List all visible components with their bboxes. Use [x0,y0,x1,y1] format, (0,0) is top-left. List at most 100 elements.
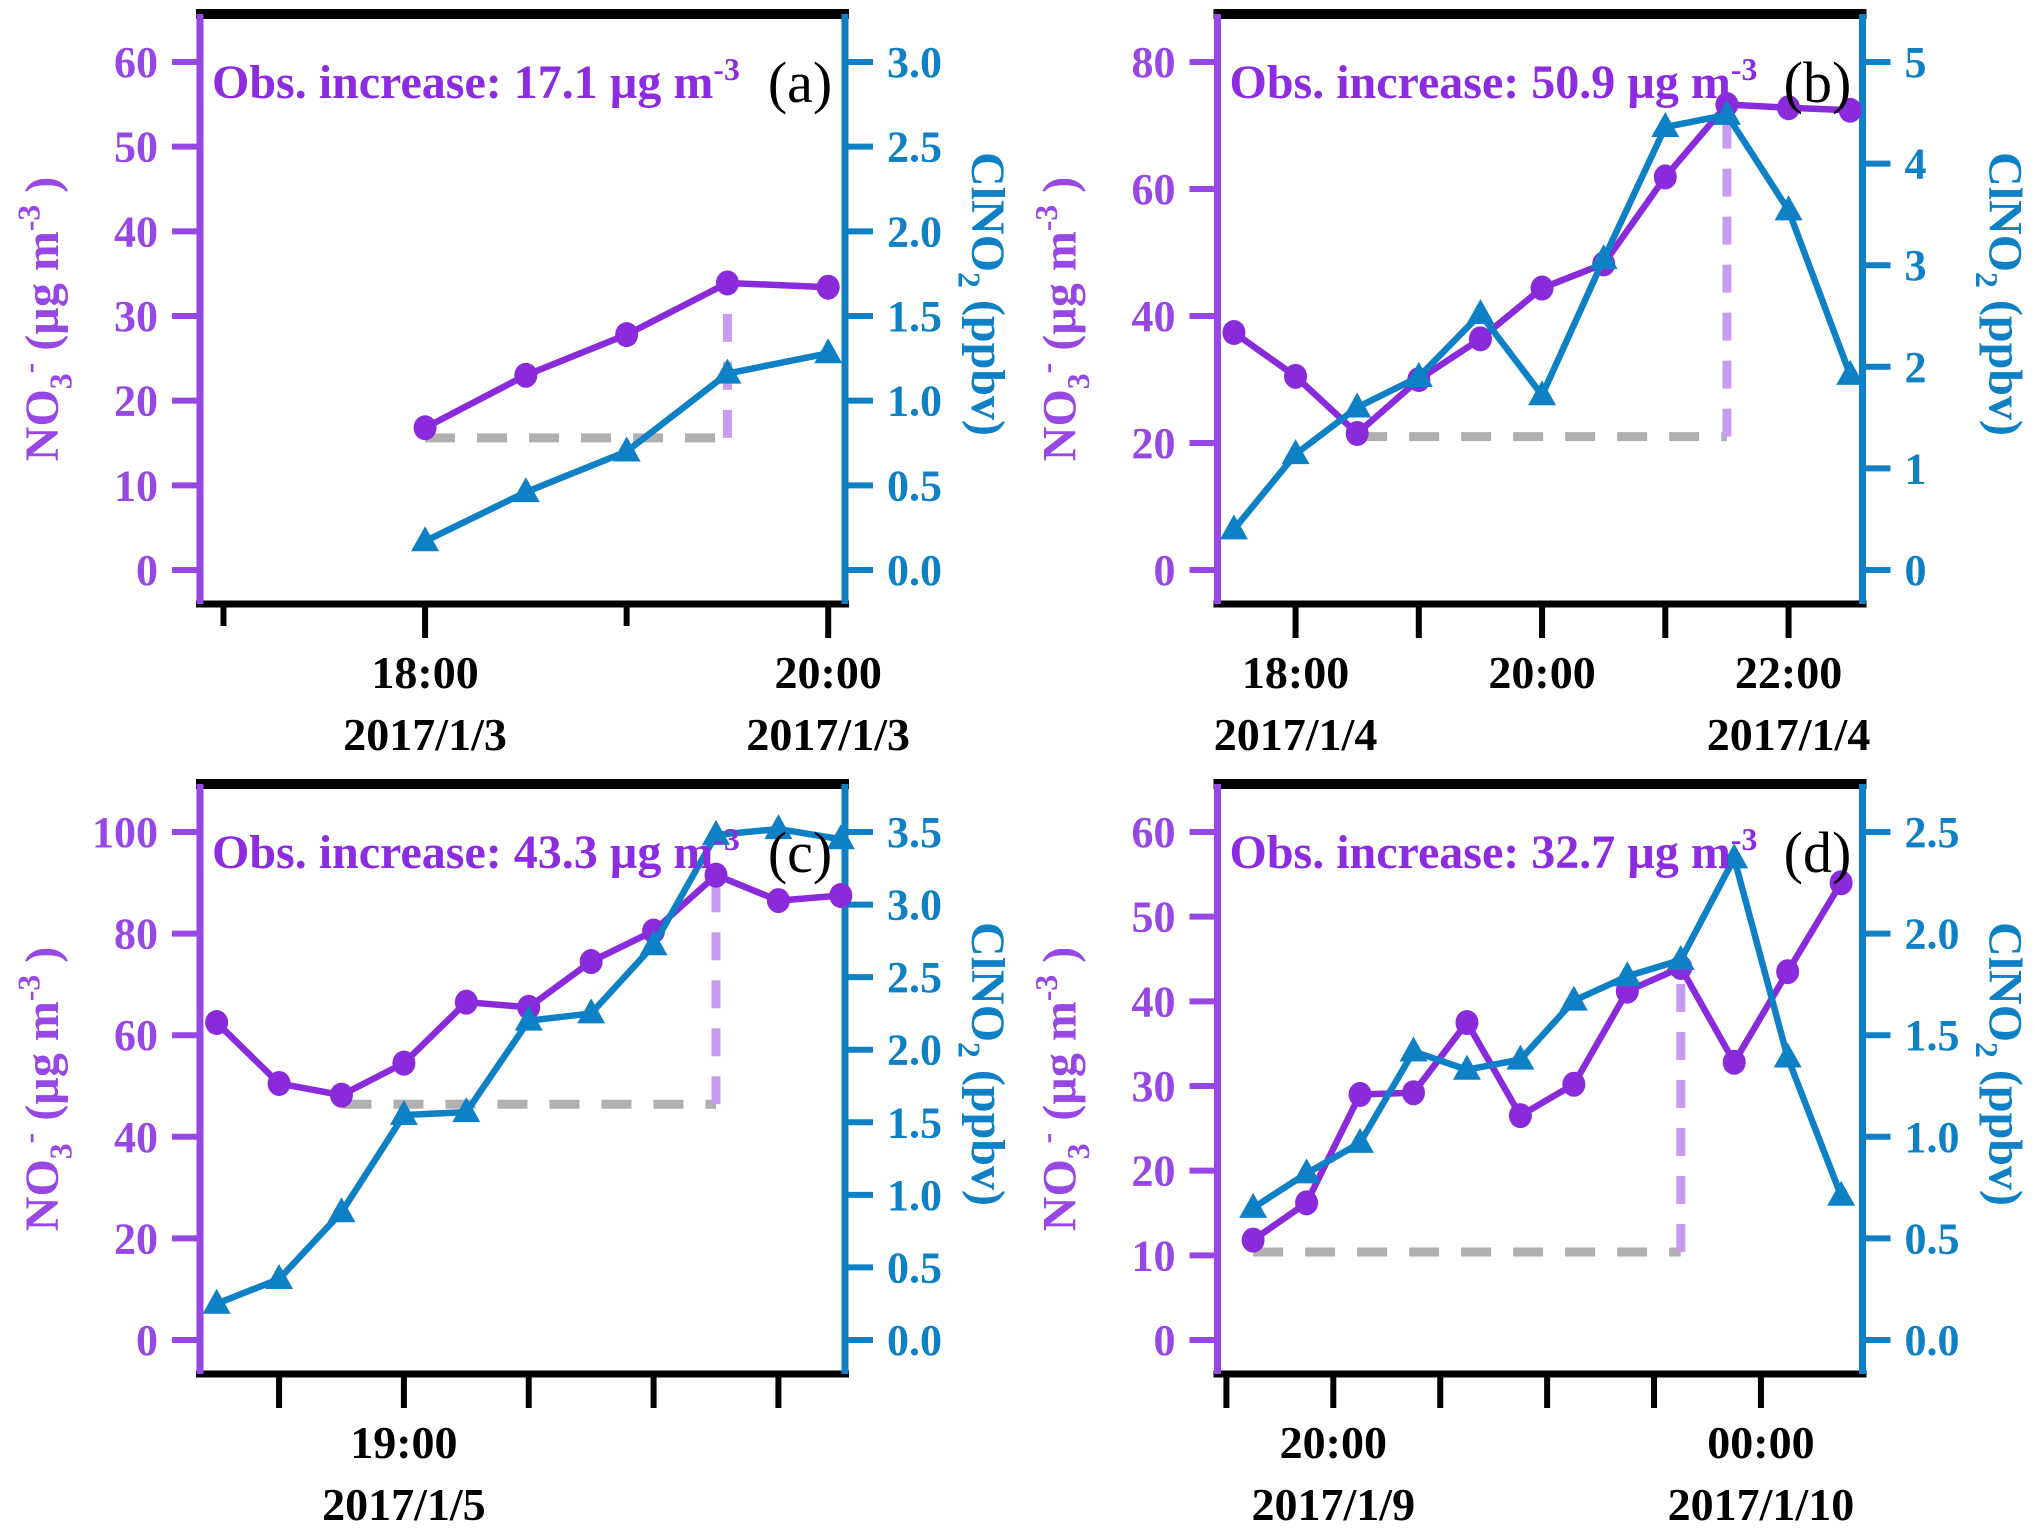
right-axis-tick-label: 2 [1905,343,1927,392]
x-axis-time-label: 00:00 [1707,1417,1814,1468]
no3-series [413,270,840,441]
text-part: Obs. increase: 50.9 µg m [1230,56,1731,109]
chart-panel-d: 0 10 20 30 40 50 60 0.0 0.5 1.0 1.5 2.0 2.5 20:00 2017… [1029,779,2032,1530]
no3-data-point [514,362,538,388]
text-part: -3 [1029,205,1064,231]
right-axis-tick-label: 0 [1905,546,1927,595]
x-axis-date-label: 2017/1/4 [1214,709,1378,760]
text-part: 2 [1969,1042,2004,1058]
left-axis-title: NO3- (µg m-3 ) [1029,947,1096,1231]
left-axis-tick-label: 80 [114,910,158,959]
x-axis-time-label: 18:00 [1242,647,1349,698]
clno2-data-point [327,1197,356,1223]
text-part: - [1029,363,1064,374]
chart-panel-c: 0 20 40 60 80 100 0.0 0.5 1.0 1.5 2.0 2.5 3.0 3.5 19:0… [12,779,1014,1530]
clno2-data-point [764,814,793,840]
clno2-series [411,338,843,552]
right-axis-tick-label: 0.0 [1905,1316,1960,1365]
no3-data-point [829,883,853,908]
text-part: - [12,363,47,374]
right-axis-tick-label: 1.0 [887,1171,942,1220]
left-axis-tick-label: 0 [1154,546,1176,595]
text-part: 3 [43,1143,78,1159]
right-axis-tick-label: 2.5 [887,123,942,172]
panel-d-cell: 0 10 20 30 40 50 60 0.0 0.5 1.0 1.5 2.0 2.5 20:00 2017… [1017,770,2035,1540]
text-part: Obs. increase: 17.1 µg m [212,56,713,109]
clno2-series [202,814,855,1314]
left-axis-tick-label: 40 [114,207,158,256]
right-axis-tick-label: 5 [1905,38,1927,87]
no3-data-point [615,322,639,348]
clno2-data-point [1827,1180,1856,1206]
text-part: Obs. increase: 32.7 µg m [1230,826,1731,879]
left-axis-tick-label: 40 [1132,292,1176,341]
series-line [1230,111,1854,533]
clno2-data-point [1219,514,1248,540]
left-axis-tick-label: 50 [1132,893,1176,942]
x-axis-date-label: 2017/1/4 [1707,709,1871,760]
left-axis-tick-label: 0 [136,546,158,595]
no3-data-point [1508,1103,1532,1129]
clno2-data-point [577,998,606,1024]
clno2-data-point [702,819,730,845]
panel-letter: (d) [1784,820,1852,885]
clno2-data-point [639,930,668,956]
right-axis-tick-label: 1.0 [887,377,942,426]
right-axis: 0.0 0.5 1.0 1.5 2.0 2.5 3.0 [841,14,942,604]
left-axis-tick-label: 0 [136,1316,158,1365]
x-axis-time-label: 18:00 [371,647,478,698]
panel-letter: (a) [768,50,832,115]
clno2-data-point [713,358,742,384]
x-axis-time-label: 20:00 [775,647,882,698]
text-part: (ppbv) [1979,288,2032,436]
right-axis: 0 1 2 3 4 5 [1859,14,1927,604]
left-axis: 0 20 40 60 80 100 [92,784,204,1374]
right-axis-tick-label: 0.0 [887,546,942,595]
right-axis-tick-label: 3.5 [887,808,942,857]
no3-data-point [1653,164,1677,190]
no3-data-point [1530,275,1554,301]
left-axis-tick-label: 0 [1154,1316,1176,1365]
text-part: 3 [1061,373,1096,389]
clno2-series [1219,99,1865,540]
no3-data-point [1295,1190,1319,1216]
text-part: 2 [952,272,987,288]
no3-data-point [1348,1081,1372,1107]
text-part: ) [1033,947,1086,975]
text-part: NO [1034,389,1087,461]
clno2-data-point [511,477,540,503]
no3-data-point [1222,320,1246,346]
x-axis-time-label: 20:00 [1280,1417,1387,1468]
right-axis-title: ClNO2 (ppbv) [952,922,1014,1206]
text-part: ClNO [1979,922,2032,1042]
clno2-data-point [1239,1192,1268,1218]
clno2-data-point [389,1100,418,1126]
clno2-data-point [1712,99,1741,125]
left-axis-tick-label: 10 [114,461,158,510]
text-part: -3 [12,205,47,231]
x-axis-date-label: 2017/1/10 [1668,1479,1855,1530]
x-axis-date-label: 2017/1/5 [322,1479,486,1530]
text-part: (ppbv) [1979,1058,2032,1206]
right-axis-title: ClNO2 (ppbv) [1969,922,2031,1206]
right-axis-tick-label: 2.0 [1905,910,1960,959]
clno2-data-point [1720,843,1749,869]
clno2-data-point [1613,961,1642,987]
obs-increase-annotation: Obs. increase: 43.3 µg m-3 [212,822,740,879]
chart-panel-a: 0 10 20 30 40 50 60 0.0 0.5 1.0 1.5 2.0 2.5 3.0 18:00 2… [12,9,1014,760]
no3-data-point [1345,420,1369,446]
text-part: ClNO [1979,152,2032,272]
left-axis-tick-label: 20 [1132,419,1176,468]
text-part: (ppbv) [961,288,1014,436]
no3-data-point [579,949,603,975]
clno2-data-point [202,1288,231,1314]
text-part: -3 [713,52,739,87]
right-axis-tick-label: 0.5 [887,461,942,510]
panel-c-cell: 0 20 40 60 80 100 0.0 0.5 1.0 1.5 2.0 2.5 3.0 3.5 19:0… [0,770,1017,1540]
no3-data-point [766,888,790,914]
x-axis-date-label: 2017/1/9 [1252,1479,1416,1530]
left-axis: 0 10 20 30 40 50 60 [1132,784,1221,1374]
no3-data-point [704,862,728,888]
text-part: 2 [952,1042,987,1058]
